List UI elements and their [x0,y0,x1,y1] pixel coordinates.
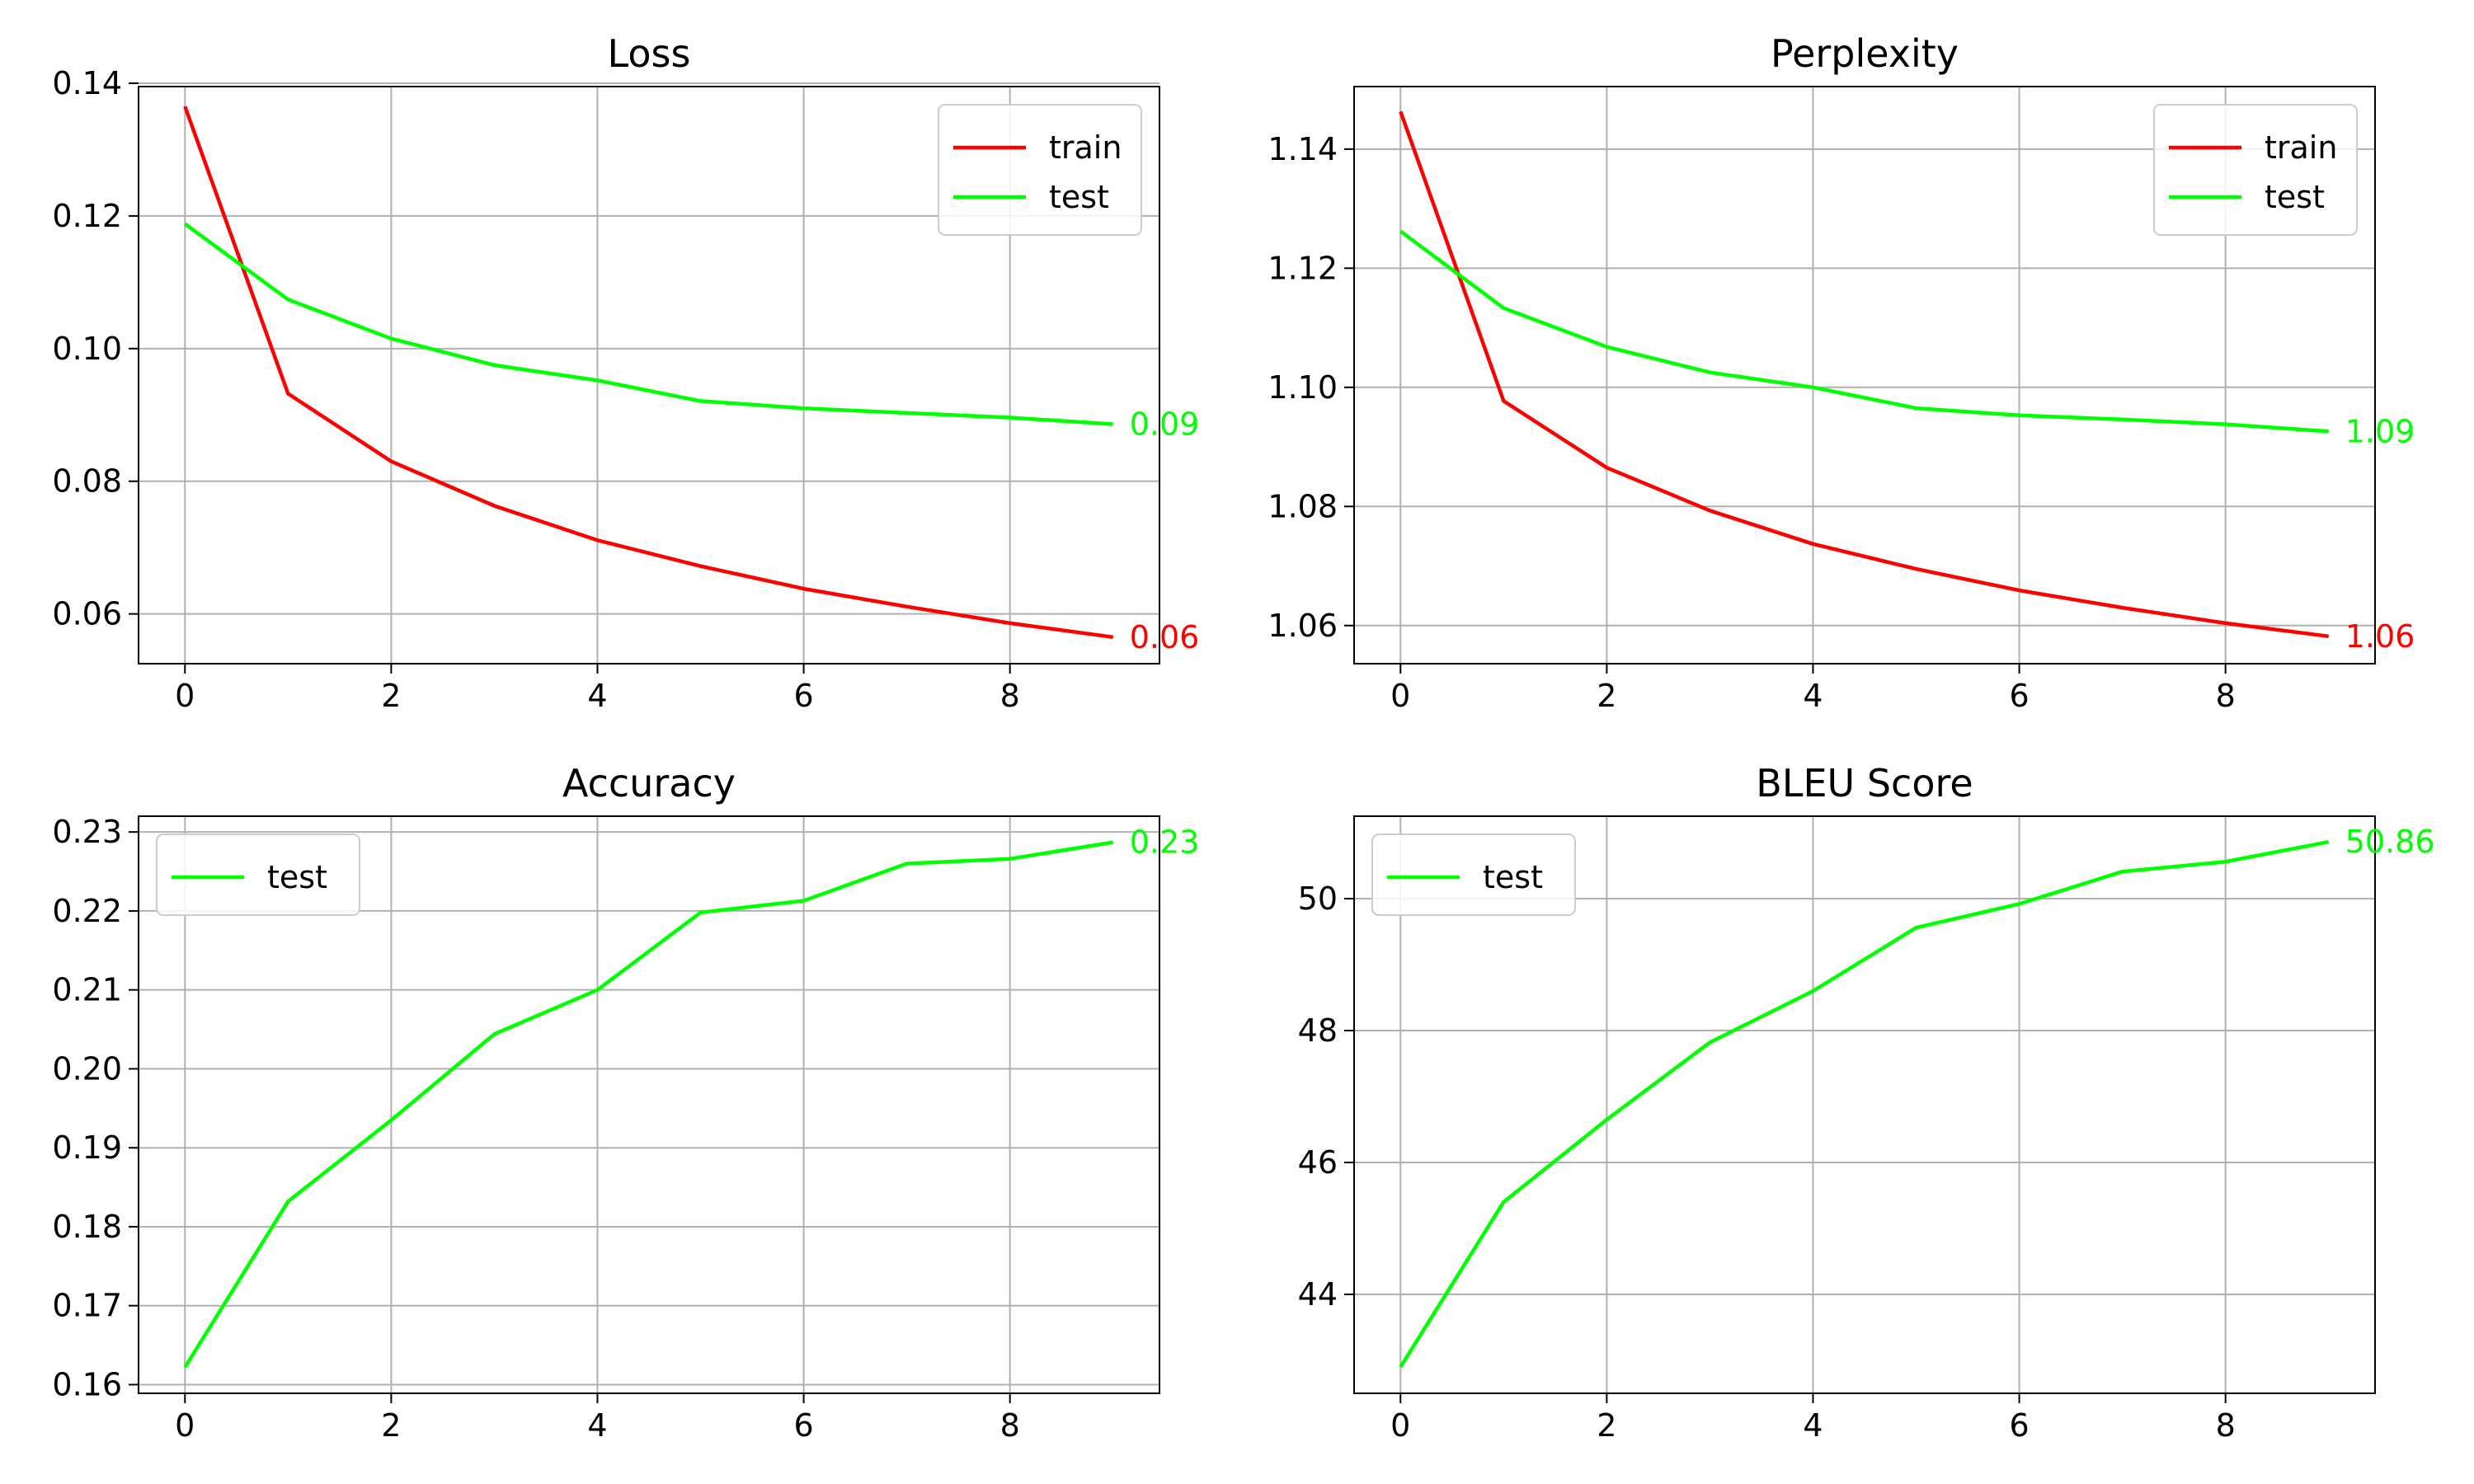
y-tick-label: 50 [1298,881,1338,917]
subplot-title: BLEU Score [1756,761,1973,805]
y-tick-label: 0.19 [52,1129,122,1166]
x-tick-label: 2 [1597,678,1616,714]
legend: train test [2153,104,2358,236]
y-tick-label: 1.08 [1268,488,1338,524]
x-tick-label: 4 [587,678,607,714]
subplot-title: Accuracy [562,761,736,805]
series-line-train [1399,110,2329,639]
x-tick-label: 4 [1803,678,1823,714]
x-tick-label: 2 [381,678,401,714]
end-value-label-train: 0.06 [1130,619,1200,655]
y-tick-label: 0.23 [52,814,122,850]
y-tick-label: 0.20 [52,1050,122,1087]
y-tick-label: 0.14 [52,65,122,101]
end-value-label-test: 1.09 [2345,413,2415,449]
legend-frame [938,104,1142,236]
x-tick-label: 2 [1597,1407,1616,1444]
x-tick-label: 4 [587,1407,607,1444]
series-line-train [183,106,1114,640]
x-tick-label: 8 [1000,678,1020,714]
y-tick-label: 48 [1298,1012,1338,1049]
series-line-test [1399,229,2329,434]
end-value-label-test: 0.23 [1130,824,1200,861]
legend-label-test: test [2265,179,2325,215]
legend: test [156,834,360,916]
x-tick-label: 6 [793,1407,813,1444]
x-tick-label: 6 [2009,678,2029,714]
subplot-title: Perplexity [1771,31,1959,76]
end-value-label-test: 50.86 [2345,824,2435,860]
x-tick-label: 4 [1803,1407,1823,1444]
series-line-test [1399,839,2330,1369]
axes-frame [1353,815,2376,1394]
legend-frame [1371,834,1576,916]
legend-label-train: train [2265,129,2337,166]
y-tick-label: 0.18 [52,1209,122,1245]
x-tick-label: 0 [175,678,195,714]
x-tick-label: 0 [1390,678,1410,714]
y-tick-label: 0.22 [52,893,122,929]
legend-frame [2153,104,2358,236]
legend-label-test: test [267,859,327,895]
legend-label-test: test [1049,179,1109,215]
legend-label-train: train [1049,129,1122,166]
x-tick-label: 0 [175,1407,195,1444]
x-tick-label: 6 [2009,1407,2029,1444]
subplot-perplexity: 0 2 4 6 8 1.06 1.08 1.10 1.12 1.14 1.06 1.09 Perpl… [1268,31,2415,714]
axes-frame [138,815,1160,1394]
x-tick-label: 0 [1390,1407,1410,1444]
series-line-test [183,222,1113,426]
subplot-loss: 0 2 4 6 80.060.080.100.120.14 0.060.09 Loss … [52,31,1199,714]
y-tick-label: 46 [1298,1144,1338,1181]
y-tick-label: 0.06 [52,596,122,632]
subplot-title: Loss [608,31,691,76]
subplot-accuracy: 0 2 4 6 8 0.16 0.17 0.18 0.19 0.20 0.21 0.22 0.23 0.… [52,761,1199,1444]
x-tick-label: 8 [2216,1407,2236,1444]
y-tick-label: 1.12 [1268,250,1338,286]
y-tick-label: 1.06 [1268,608,1338,644]
axes-frame [1353,86,2376,665]
legend: test [1371,834,1576,916]
end-value-label-train: 1.06 [2345,618,2415,655]
y-tick-label: 0.08 [52,463,122,500]
series-line-test [183,840,1114,1369]
y-tick-label: 0.10 [52,331,122,367]
legend-frame [156,834,360,916]
y-tick-label: 1.10 [1268,369,1338,406]
y-tick-label: 0.17 [52,1288,122,1324]
axes-frame [138,86,1160,665]
y-tick-label: 0.12 [52,198,122,234]
x-tick-label: 8 [1000,1407,1020,1444]
legend-label-test: test [1483,859,1543,895]
x-tick-label: 2 [381,1407,401,1444]
y-tick-label: 0.21 [52,972,122,1008]
y-tick-label: 1.14 [1268,131,1338,167]
x-tick-label: 8 [2216,678,2236,714]
x-tick-label: 6 [793,678,813,714]
end-value-label-test: 0.09 [1130,406,1200,443]
y-tick-label: 0.16 [52,1366,122,1402]
legend: train test [938,104,1142,236]
y-tick-label: 44 [1298,1276,1338,1313]
